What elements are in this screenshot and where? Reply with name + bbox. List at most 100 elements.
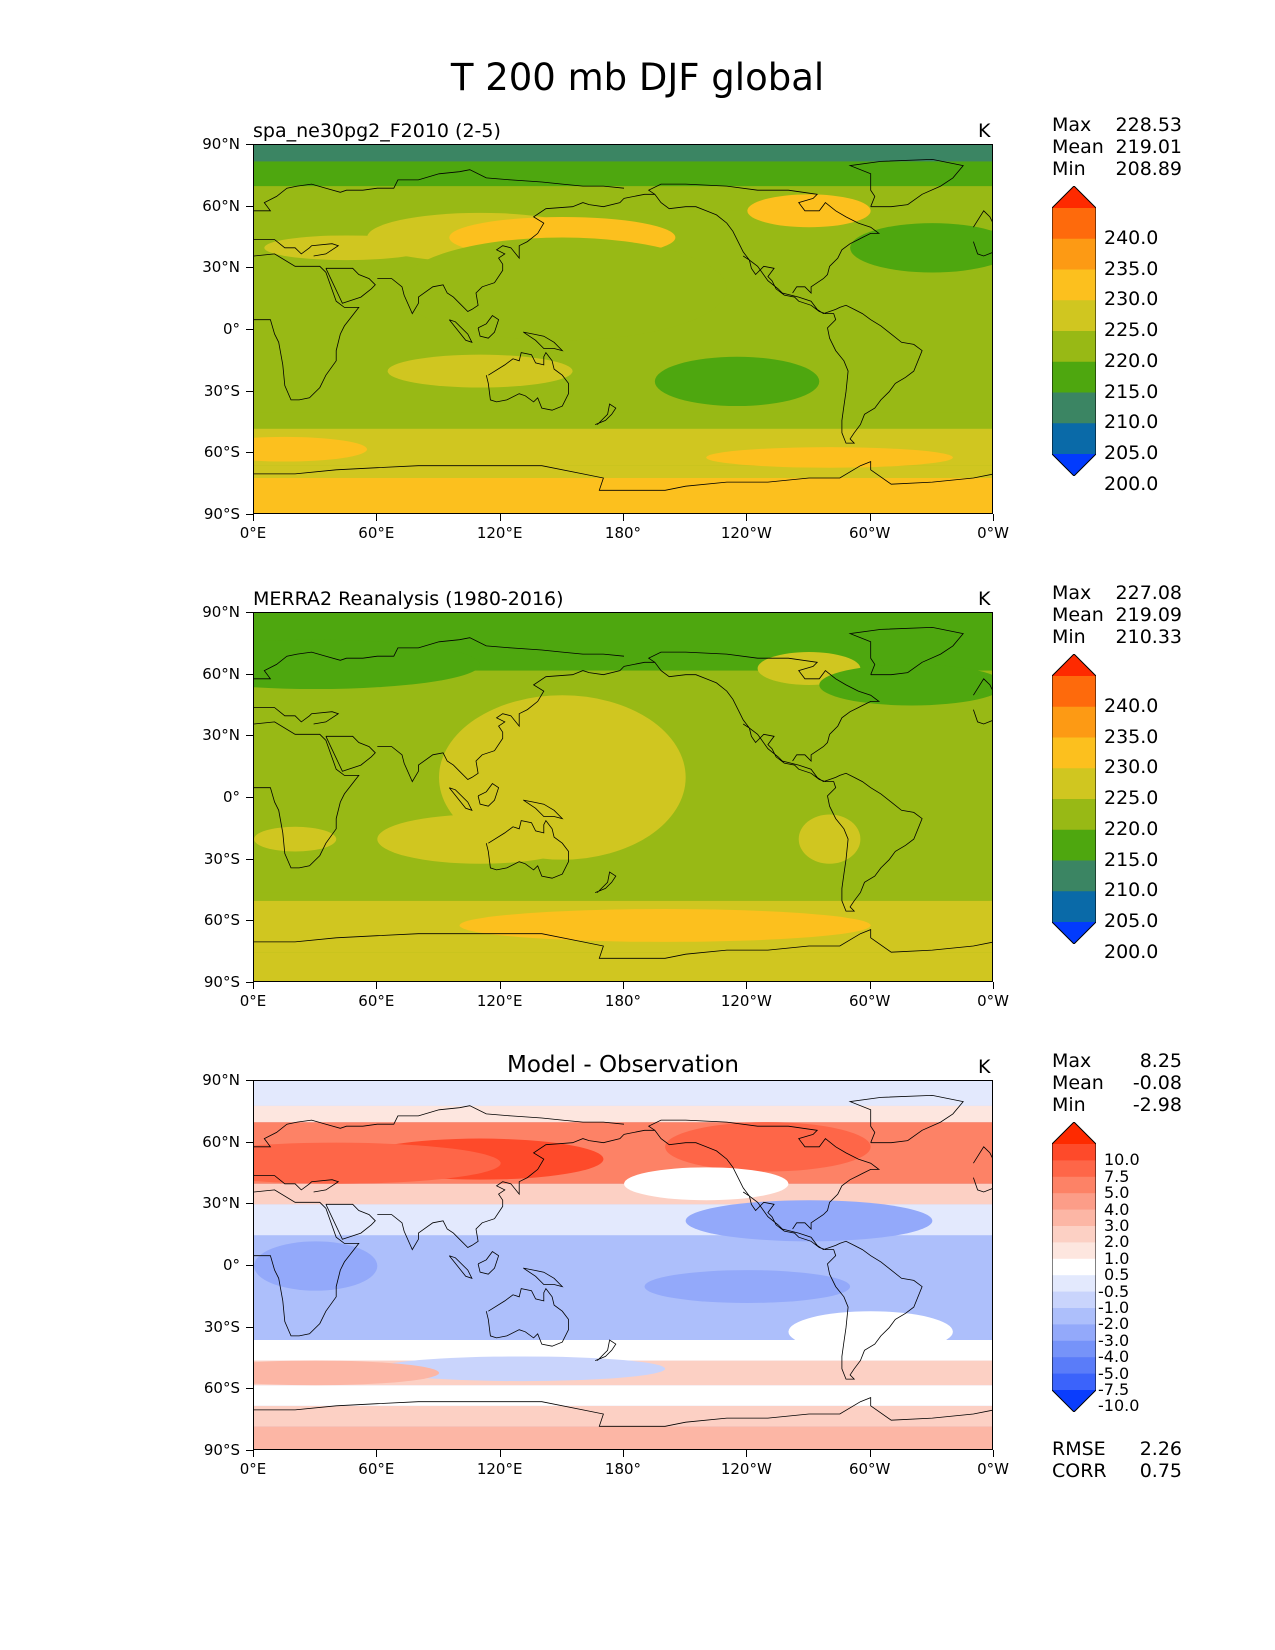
coastline bbox=[448, 787, 473, 811]
colorbar-label: 215.0 bbox=[1104, 848, 1159, 871]
colorbar-label: 205.0 bbox=[1104, 442, 1159, 464]
colorbar-label: 235.0 bbox=[1104, 725, 1159, 748]
coastline bbox=[254, 253, 360, 401]
max-value: 227.08 bbox=[1115, 582, 1182, 604]
lon-tick bbox=[746, 982, 748, 989]
lat-tick bbox=[246, 514, 253, 515]
field-region bbox=[397, 237, 727, 341]
max-value: 8.25 bbox=[1139, 1050, 1182, 1072]
colorbar-extend-top bbox=[1052, 1122, 1096, 1144]
field-region bbox=[254, 436, 368, 462]
coastline bbox=[485, 819, 569, 879]
colorbar-label: 210.0 bbox=[1104, 411, 1159, 434]
colorbar-segment bbox=[1052, 392, 1096, 424]
colorbar-segment bbox=[1052, 1308, 1096, 1325]
rmse-value: 2.26 bbox=[1139, 1438, 1182, 1460]
colorbar-segment bbox=[1052, 799, 1096, 831]
min-label: Min bbox=[1052, 1094, 1086, 1116]
lat-tick bbox=[246, 920, 253, 922]
lon-tick bbox=[993, 1450, 994, 1457]
lon-tick-label: 60°W bbox=[848, 992, 891, 1010]
field-band bbox=[254, 186, 992, 211]
lat-tick-label: 90°S bbox=[203, 1441, 240, 1459]
lat-tick-label: 90°N bbox=[202, 603, 240, 621]
colorbar-label: 1.0 bbox=[1104, 1248, 1130, 1268]
colorbar-segment bbox=[1052, 1291, 1096, 1309]
colorbar-label: -5.0 bbox=[1098, 1363, 1130, 1383]
lon-tick bbox=[499, 1450, 501, 1457]
lat-tick bbox=[246, 858, 253, 860]
colorbar-segment bbox=[1052, 1242, 1096, 1260]
colorbar-segment bbox=[1052, 1373, 1096, 1391]
colorbar-segment bbox=[1052, 1176, 1096, 1194]
colorbar-segment bbox=[1052, 208, 1096, 240]
lat-tick bbox=[246, 735, 253, 737]
colorbar-label: -1.0 bbox=[1098, 1298, 1130, 1317]
colorbar-segment bbox=[1052, 1275, 1096, 1293]
lon-tick bbox=[993, 982, 994, 989]
rmse-label: RMSE bbox=[1052, 1438, 1106, 1460]
panel-subtitle: spa_ne30pg2_F2010 (2-5) bbox=[253, 120, 501, 142]
coastline bbox=[973, 678, 992, 696]
coastline bbox=[973, 210, 992, 228]
coastline bbox=[254, 721, 360, 869]
min-value: 208.89 bbox=[1115, 158, 1182, 180]
lat-tick bbox=[246, 205, 253, 207]
colorbar-segment bbox=[1052, 706, 1096, 738]
lat-tick bbox=[246, 612, 253, 613]
field-region bbox=[624, 1167, 789, 1201]
lat-tick-label: 90°N bbox=[202, 1071, 240, 1089]
lon-tick-label: 120°W bbox=[720, 992, 772, 1010]
coastline bbox=[325, 1203, 376, 1240]
lon-tick-label: 0°E bbox=[239, 1460, 267, 1478]
field-region bbox=[254, 1241, 378, 1291]
corr-label: CORR bbox=[1052, 1460, 1107, 1482]
field-band bbox=[254, 1385, 992, 1406]
min-label: Min bbox=[1052, 158, 1086, 180]
mean-label: Mean bbox=[1052, 136, 1104, 158]
colorbar-label: 10.0 bbox=[1104, 1150, 1140, 1170]
min-label: Min bbox=[1052, 626, 1086, 648]
colorbar-segment bbox=[1052, 1340, 1096, 1358]
lon-tick-label: 120°W bbox=[720, 1460, 772, 1478]
lat-tick bbox=[246, 390, 253, 392]
colorbar-extend-bottom bbox=[1052, 454, 1096, 476]
colorbar-extend-top bbox=[1052, 654, 1096, 676]
coastline bbox=[623, 661, 923, 912]
mean-value: 219.09 bbox=[1115, 604, 1182, 626]
lon-tick bbox=[869, 982, 871, 989]
map-field bbox=[253, 612, 993, 982]
coastline bbox=[595, 871, 617, 893]
lon-tick-label: 0°W bbox=[977, 992, 1009, 1010]
colorbar-label: -2.0 bbox=[1098, 1314, 1130, 1334]
colorbar-label: -10.0 bbox=[1098, 1396, 1140, 1416]
field-band bbox=[254, 1340, 992, 1361]
lon-tick bbox=[376, 514, 378, 521]
lon-tick-label: 180° bbox=[604, 1460, 642, 1478]
lon-tick bbox=[253, 1450, 254, 1457]
lon-tick-label: 180° bbox=[604, 524, 642, 542]
lat-tick bbox=[246, 329, 253, 330]
lat-tick bbox=[246, 1388, 253, 1390]
min-value: 210.33 bbox=[1115, 626, 1182, 648]
mean-value: -0.08 bbox=[1132, 1072, 1182, 1094]
colorbar-label: 230.0 bbox=[1104, 756, 1159, 779]
colorbar-segment bbox=[1052, 829, 1096, 861]
field-band bbox=[254, 1081, 992, 1106]
lat-tick-label: 90°S bbox=[203, 973, 240, 991]
lat-tick bbox=[246, 452, 253, 454]
coastline bbox=[325, 735, 376, 772]
lon-tick-label: 120°W bbox=[720, 524, 772, 542]
field-region bbox=[850, 223, 992, 273]
coastline bbox=[254, 169, 625, 212]
colorbar-label: 210.0 bbox=[1104, 879, 1159, 902]
lon-tick-label: 0°E bbox=[239, 524, 267, 542]
lon-tick-label: 120°E bbox=[476, 992, 523, 1010]
corr-value: 0.75 bbox=[1139, 1460, 1182, 1482]
colorbar-segment bbox=[1052, 768, 1096, 800]
field-band bbox=[254, 412, 992, 429]
colorbar-extend-bottom bbox=[1052, 922, 1096, 944]
mean-value: 219.01 bbox=[1115, 136, 1182, 158]
coastline bbox=[254, 929, 992, 959]
colorbar bbox=[1052, 186, 1096, 476]
